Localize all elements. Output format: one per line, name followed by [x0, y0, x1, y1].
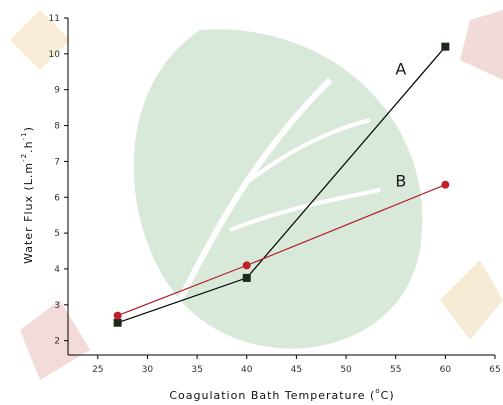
data-point-A: [242, 273, 251, 282]
y-tick-label: 6: [54, 193, 60, 203]
x-tick-label: 65: [489, 365, 500, 375]
series-markers: [113, 42, 450, 327]
x-axis-title: Coagulation Bath Temperature (oC): [169, 387, 394, 402]
y-tick-label: 10: [49, 50, 61, 60]
y-axis-title-sup1: -2: [20, 153, 28, 162]
y-axis-title-sup2: -1: [20, 131, 28, 140]
x-tick-label: 35: [191, 365, 202, 375]
data-point-B: [113, 311, 122, 320]
x-axis-title-sup: o: [375, 387, 380, 395]
y-tick-label: 7: [54, 157, 60, 167]
x-tick-label: 30: [142, 365, 154, 375]
y-tick-label: 2: [54, 337, 60, 347]
x-tick-label: 40: [241, 365, 253, 375]
watermark: [10, 10, 503, 380]
x-tick-label: 55: [390, 365, 401, 375]
x-axis-title-end: C): [381, 389, 395, 402]
series-label-B: B: [395, 172, 406, 191]
x-tick-label: 50: [340, 365, 352, 375]
y-axis-title-mid: .h: [22, 140, 35, 152]
data-point-B: [242, 261, 251, 270]
x-tick-label: 25: [92, 365, 103, 375]
x-tick-label: 45: [291, 365, 302, 375]
y-axis-title-main: Water Flux (L.m: [22, 162, 35, 264]
y-tick-label: 8: [54, 122, 60, 132]
data-point-A: [113, 318, 122, 327]
data-point-A: [441, 42, 450, 51]
data-point-B: [441, 180, 450, 189]
series-labels: AB: [395, 60, 406, 191]
series-label-A: A: [395, 60, 406, 79]
y-axis-title-end: ): [22, 126, 35, 131]
y-tick-label: 5: [54, 229, 60, 239]
y-tick-label: 3: [54, 301, 60, 311]
x-tick-label: 60: [440, 365, 452, 375]
y-tick-label: 9: [54, 86, 60, 96]
y-tick-label: 4: [54, 265, 60, 275]
y-tick-label: 11: [49, 14, 60, 24]
y-axis-title: Water Flux (L.m-2.h-1): [20, 126, 35, 264]
x-axis-title-main: Coagulation Bath Temperature (: [169, 389, 375, 402]
